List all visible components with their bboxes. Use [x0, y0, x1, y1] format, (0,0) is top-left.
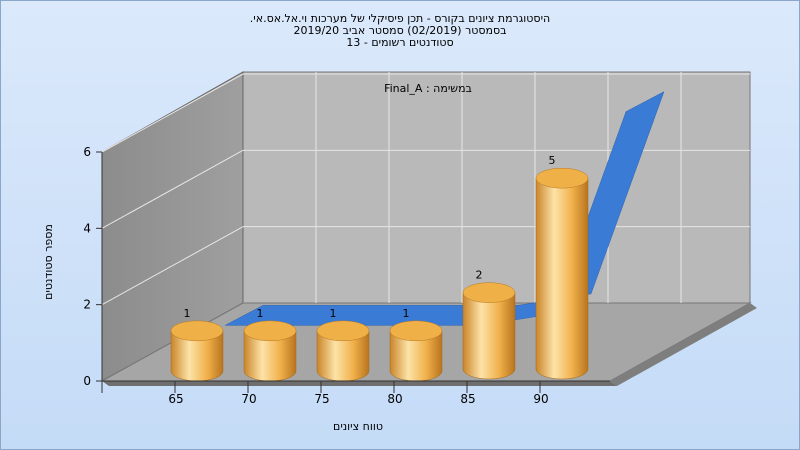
x-tick-label: 80	[387, 392, 402, 406]
bar-top	[389, 320, 443, 342]
bar-90: 5	[535, 154, 589, 380]
x-tick-label: 85	[460, 392, 475, 406]
bar-value-label: 1	[330, 307, 337, 320]
x-tick-label: 75	[314, 392, 329, 406]
right-edge	[610, 303, 757, 386]
bar-75: 1	[316, 307, 370, 382]
grid-line-left	[101, 226, 244, 306]
bar-value-label: 1	[257, 307, 264, 320]
bar-value-label: 1	[403, 307, 410, 320]
y-tick-label: 0	[83, 374, 91, 388]
bar-85: 2	[462, 269, 516, 380]
y-tick-label: 6	[83, 145, 91, 159]
chart-title-line-2: בסמסטר (02/2019) סמסטר אביב 2019/20	[293, 24, 507, 37]
grid-lines	[101, 72, 750, 306]
x-tick-label: 90	[533, 392, 548, 406]
x-axis-label: טווח ציונים	[333, 420, 383, 433]
grid-line-left	[101, 149, 244, 229]
bar-65: 1	[170, 307, 224, 382]
back-wall	[242, 71, 751, 304]
bar-body	[535, 177, 589, 380]
x-tick-label: 65	[168, 392, 183, 406]
bar-body	[462, 292, 516, 380]
chart-title-line-3: סטודנטים רשומים - 13	[346, 36, 454, 49]
bar-top	[170, 320, 224, 342]
bar-value-label: 2	[476, 269, 483, 282]
grid-line-left	[101, 73, 244, 153]
y-tick-label: 4	[83, 221, 91, 235]
y-axis-label: מספר סטודנטים	[42, 224, 55, 300]
bar-70: 1	[243, 307, 297, 382]
bars-group: 1 1 1 1 2 5	[170, 154, 589, 382]
bar-top	[243, 320, 297, 342]
axes-group: 0 2 4 6 65 70 75 80 85 90	[83, 145, 610, 406]
x-tick-label: 70	[241, 392, 256, 406]
front-edge	[102, 381, 617, 386]
bar-80: 1	[389, 307, 443, 382]
bar-value-label: 1	[184, 307, 191, 320]
chart-title-line-1: היסטוגרמת ציונים בקורס - תכן פיסיקלי של …	[249, 12, 551, 25]
bar-top	[462, 282, 516, 303]
y-tick-label: 2	[83, 298, 91, 312]
bar-top	[535, 167, 589, 189]
bar-top	[316, 320, 370, 342]
chart-subtitle: במשימה : Final_A	[384, 82, 472, 95]
bar-value-label: 5	[549, 154, 556, 167]
